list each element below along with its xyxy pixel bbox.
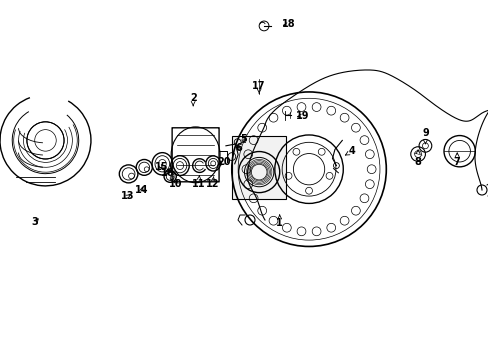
Bar [232,136,285,199]
Text: 7: 7 [453,153,460,167]
Text: 1: 1 [276,215,283,228]
Text: 18: 18 [281,19,295,30]
Text: 5: 5 [240,134,246,144]
Text: 17: 17 [252,81,265,94]
Text: 14: 14 [135,185,148,195]
Text: 2: 2 [189,93,196,106]
Text: 16: 16 [160,168,174,178]
Text: 20: 20 [217,157,230,167]
Text: 6: 6 [235,143,242,153]
Text: 4: 4 [345,146,355,156]
Text: 12: 12 [205,176,219,189]
Text: 3: 3 [32,217,39,228]
Text: 10: 10 [169,179,183,189]
Text: 13: 13 [121,191,135,201]
Text: 8: 8 [414,150,421,167]
Text: 9: 9 [421,128,428,144]
Text: 11: 11 [191,176,205,189]
Text: 19: 19 [296,111,309,121]
Text: 15: 15 [154,162,168,172]
